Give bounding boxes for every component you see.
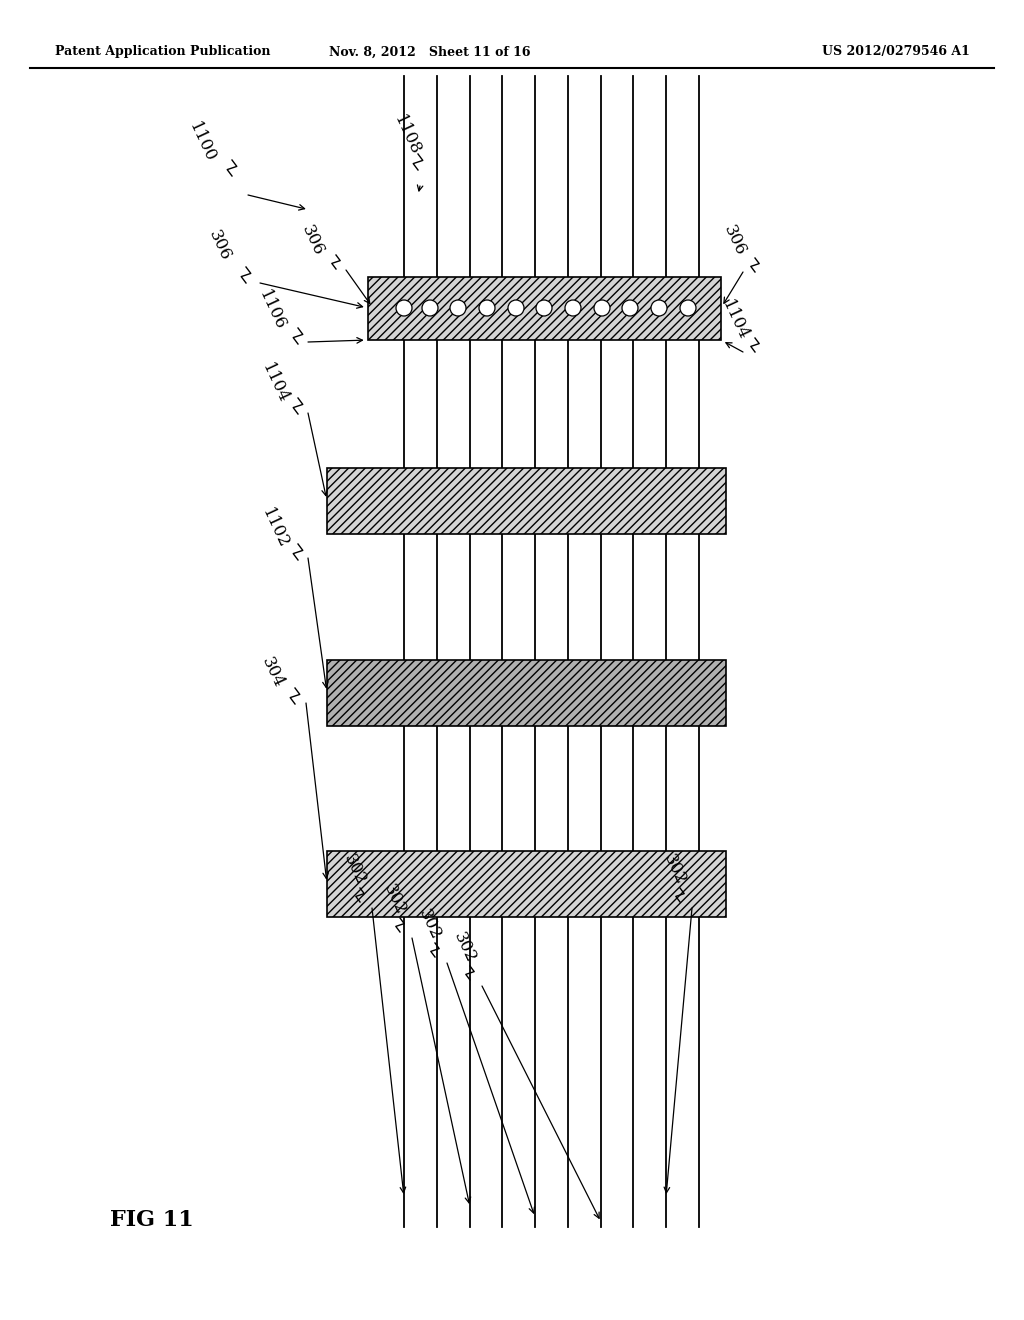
Text: 302: 302 xyxy=(380,882,409,917)
Text: Patent Application Publication: Patent Application Publication xyxy=(55,45,270,58)
Text: 1104: 1104 xyxy=(718,297,752,343)
Circle shape xyxy=(565,300,581,315)
Text: 306: 306 xyxy=(205,227,233,263)
Bar xyxy=(327,851,726,917)
Text: US 2012/0279546 A1: US 2012/0279546 A1 xyxy=(822,45,970,58)
Text: 1104: 1104 xyxy=(258,360,292,405)
Circle shape xyxy=(508,300,524,315)
Circle shape xyxy=(680,300,696,315)
Bar xyxy=(368,277,721,341)
Circle shape xyxy=(622,300,638,315)
Bar xyxy=(327,469,726,535)
Text: 1106: 1106 xyxy=(255,288,289,333)
Text: 302: 302 xyxy=(660,851,689,888)
Bar xyxy=(327,660,726,726)
Text: 306: 306 xyxy=(298,222,327,257)
Text: 1100: 1100 xyxy=(185,119,218,165)
Text: Nov. 8, 2012   Sheet 11 of 16: Nov. 8, 2012 Sheet 11 of 16 xyxy=(330,45,530,58)
Circle shape xyxy=(479,300,495,315)
Circle shape xyxy=(422,300,438,315)
Text: 1108: 1108 xyxy=(390,112,423,158)
Text: 302: 302 xyxy=(450,931,479,966)
Text: 306: 306 xyxy=(720,222,749,257)
Text: 302: 302 xyxy=(415,907,443,942)
Circle shape xyxy=(536,300,552,315)
Text: FIG 11: FIG 11 xyxy=(110,1209,194,1232)
Text: 302: 302 xyxy=(340,851,369,888)
Circle shape xyxy=(396,300,412,315)
Circle shape xyxy=(651,300,667,315)
Text: 1102: 1102 xyxy=(258,506,292,550)
Circle shape xyxy=(594,300,610,315)
Text: 304: 304 xyxy=(258,655,287,692)
Circle shape xyxy=(450,300,466,315)
